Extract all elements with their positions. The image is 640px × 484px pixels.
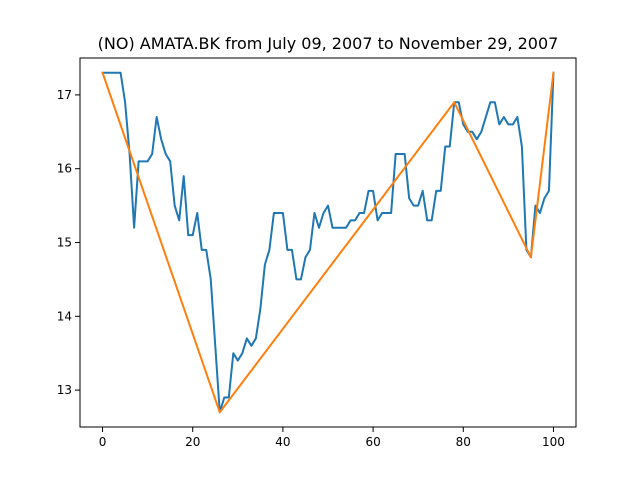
y-tick-label: 17 [57, 88, 72, 102]
x-tick-label: 40 [275, 435, 290, 449]
plot-area: 0 20 40 60 80 100 13 14 15 16 17 [57, 57, 577, 449]
y-tick-label: 13 [57, 383, 72, 397]
y-tick-label: 14 [57, 309, 72, 323]
y-tick-label: 16 [57, 162, 72, 176]
chart-title: (NO) AMATA.BK from July 09, 2007 to Nove… [98, 34, 559, 53]
series-line-1 [101, 71, 555, 414]
x-tick-label: 0 [99, 435, 107, 449]
x-tick-label: 100 [542, 435, 565, 449]
series-line-0 [101, 71, 555, 414]
x-tick-label: 60 [365, 435, 380, 449]
x-tick-label: 80 [456, 435, 471, 449]
x-tick-label: 20 [185, 435, 200, 449]
y-tick-label: 15 [57, 236, 72, 250]
